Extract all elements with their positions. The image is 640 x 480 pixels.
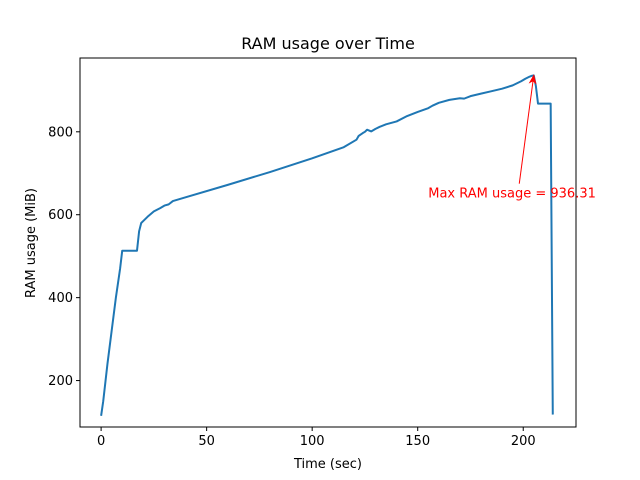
y-tick-label: 400 <box>48 291 73 306</box>
max-annotation-arrow <box>518 74 537 184</box>
x-tick-label: 200 <box>511 434 536 449</box>
axis-ticks: 0 50 100 150 200 200 400 600 800 <box>48 125 535 449</box>
x-tick-label: 50 <box>198 434 215 449</box>
y-tick-label: 600 <box>48 208 73 223</box>
series-layer <box>100 74 554 416</box>
x-tick-label: 150 <box>405 434 430 449</box>
chart-title: RAM usage over Time <box>241 34 415 53</box>
y-axis-title: RAM usage (MiB) <box>24 188 39 298</box>
max-annotation-label: Max RAM usage = 936.31 <box>428 187 596 202</box>
x-tick-label: 100 <box>300 434 325 449</box>
ram-usage-line <box>100 74 554 416</box>
y-tick-label: 800 <box>48 125 73 140</box>
y-tick-label: 200 <box>48 374 73 389</box>
x-tick-label: 0 <box>97 434 105 449</box>
plot-frame <box>79 57 577 428</box>
x-axis-title: Time (sec) <box>293 457 362 472</box>
annotations-layer: Max RAM usage = 936.31 <box>428 74 596 202</box>
